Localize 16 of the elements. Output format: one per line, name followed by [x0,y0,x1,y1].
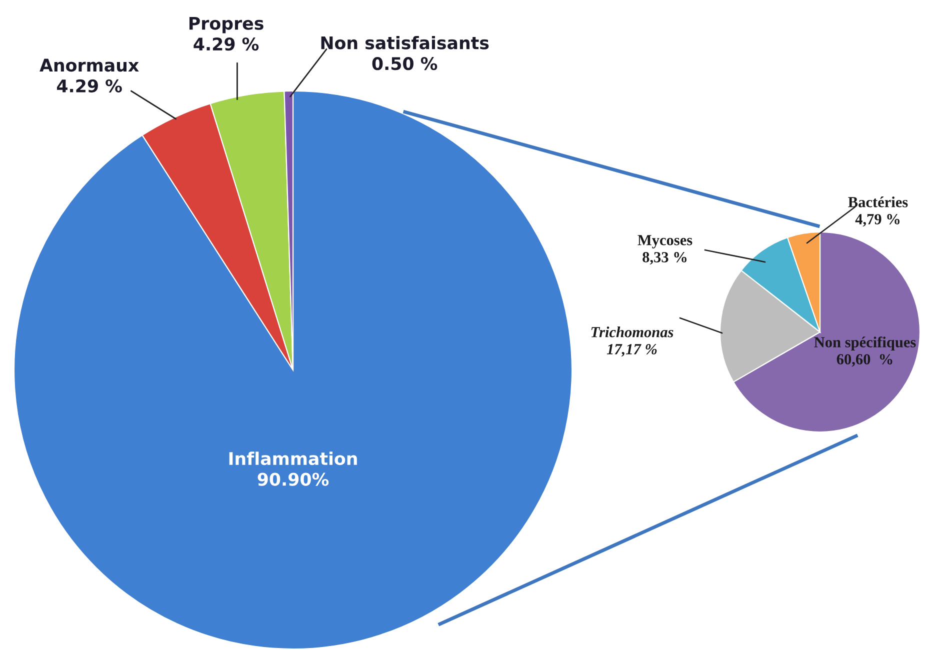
data-label: 4.29 % [56,79,122,92]
slice-label: Inflammation [229,452,357,466]
slice-label: Non satisfaisants [321,36,489,50]
data-label: 17,17 % [606,344,657,357]
data-label: 8,33 % [642,252,686,265]
slice-label: Bactéries [848,196,908,208]
data-label: 0.50 % [372,57,438,70]
slice-label: Mycoses [638,235,692,248]
data-label: 4,79 % [855,214,900,227]
slice-label: Trichomonas [591,326,674,338]
data-label: 90.90% [258,472,329,486]
slice-label: Non spécifiques [814,336,916,350]
slice-label: Anormaux [40,58,139,72]
slice-label: Propres [189,16,264,34]
data-label: 4.29 % [194,37,259,51]
data-label: 60,60 % [836,354,892,367]
